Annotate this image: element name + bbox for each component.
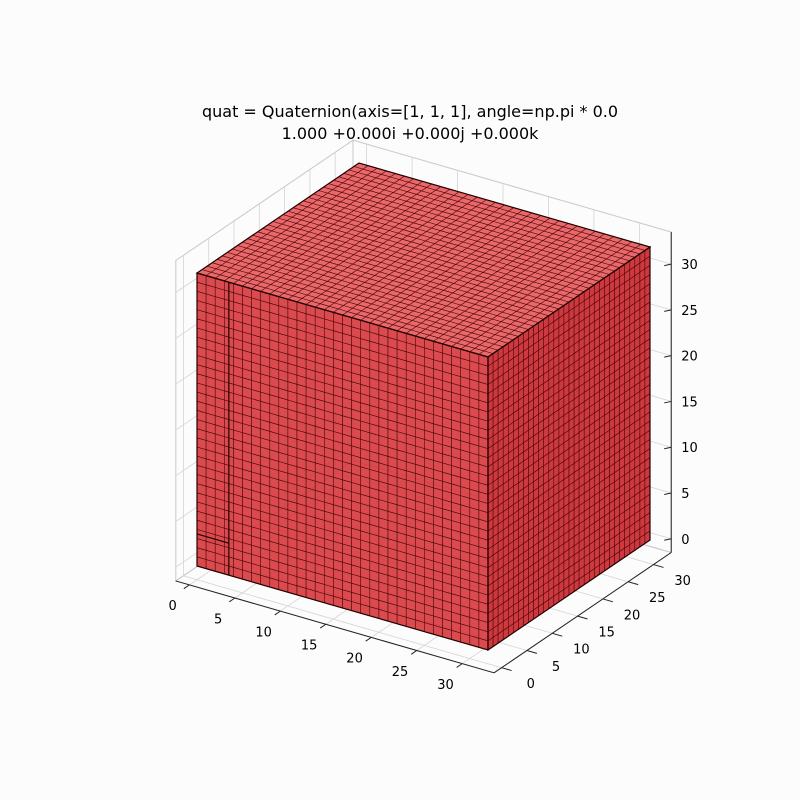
z-tick <box>664 355 672 358</box>
y-grid-line <box>182 255 502 669</box>
x-tick <box>183 584 190 590</box>
z-tick-label: 15 <box>681 395 698 410</box>
z-tick <box>664 538 672 541</box>
title-line-1: quat = Quaternion(axis=[1, 1, 1], angle=… <box>202 102 618 121</box>
y-axis-line <box>493 552 672 674</box>
z-tick-label: 5 <box>681 487 689 502</box>
z-tick-label: 10 <box>681 441 698 456</box>
cube-top-outline <box>195 162 652 358</box>
cube-seam-horizontal <box>196 533 229 544</box>
y-tick <box>526 650 538 654</box>
x-tick <box>229 597 236 603</box>
z-tick-label: 30 <box>681 258 698 273</box>
z-tick <box>664 263 672 267</box>
x-tick <box>410 650 418 655</box>
y-tick-label: 20 <box>624 608 641 623</box>
y-tick <box>501 667 512 672</box>
y-tick <box>577 615 588 620</box>
y-tick <box>552 632 563 637</box>
y-tick-label: 10 <box>573 643 590 658</box>
x-tick-label: 10 <box>255 625 272 640</box>
title-line-2: 1.000 +0.000i +0.000j +0.000k <box>282 124 540 143</box>
z-tick <box>664 309 672 312</box>
z-tick-label: 20 <box>681 350 698 365</box>
x-tick <box>456 663 463 668</box>
x-tick-label: 25 <box>392 665 409 680</box>
y-tick <box>653 564 664 568</box>
z-tick-label: 25 <box>681 304 698 319</box>
y-tick-label: 30 <box>674 574 691 589</box>
z-tick <box>664 492 672 495</box>
x-tick <box>274 610 281 616</box>
z-tick <box>664 446 672 450</box>
voxel-cube <box>195 162 652 652</box>
y-tick-label: 25 <box>649 591 666 606</box>
x-axis-line <box>175 580 495 674</box>
x-tick <box>319 623 327 629</box>
y-tick <box>628 581 639 586</box>
y-tick-label: 5 <box>552 660 560 675</box>
y-tick <box>602 598 614 603</box>
x-tick-label: 20 <box>346 652 363 667</box>
z-tick <box>664 400 672 404</box>
axes-ticks: 0 5 10 15 20 25 30 0 5 10 15 20 25 30 0 5 10 15 20 25 30 <box>169 232 698 693</box>
x-tick-label: 30 <box>437 678 454 693</box>
x-tick-label: 5 <box>214 612 222 627</box>
x-tick <box>365 636 372 642</box>
y-tick-label: 15 <box>598 626 615 641</box>
x-tick-label: 15 <box>301 639 318 654</box>
x-tick-label: 0 <box>169 599 177 614</box>
z-tick-label: 0 <box>681 533 689 548</box>
y-tick-label: 0 <box>527 677 535 692</box>
